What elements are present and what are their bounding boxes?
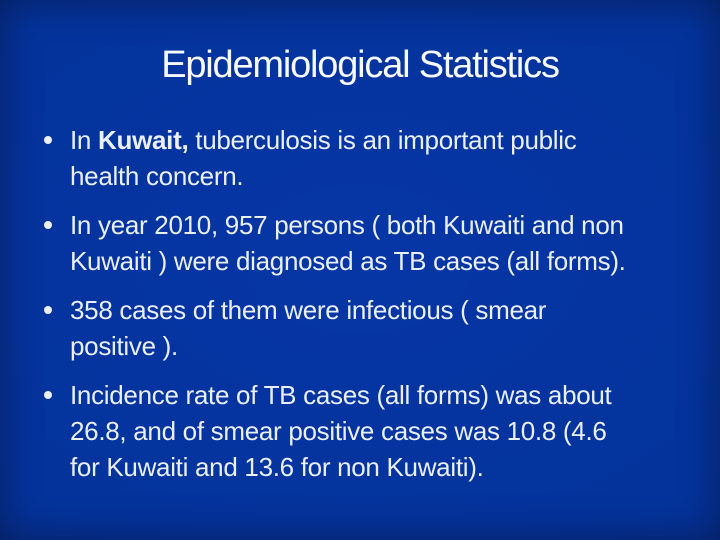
text-run: Incidence rate of TB cases (all forms) w… bbox=[70, 379, 612, 482]
bullet-text: 358 cases of them were infectious ( smea… bbox=[70, 292, 546, 364]
bullet-list: In Kuwait, tuberculosis is an important … bbox=[0, 88, 720, 485]
bullet-text: Incidence rate of TB cases (all forms) w… bbox=[70, 377, 612, 485]
text-run: In bbox=[70, 124, 99, 155]
text-run: tuberculosis is an important public heal… bbox=[70, 124, 577, 191]
slide-title: Epidemiological Statistics bbox=[161, 44, 560, 86]
bullet-icon bbox=[44, 135, 52, 144]
text-run: In year 2010, 957 persons ( both Kuwaiti… bbox=[70, 209, 626, 276]
list-item: In year 2010, 957 persons ( both Kuwaiti… bbox=[44, 207, 684, 279]
list-item: 358 cases of them were infectious ( smea… bbox=[44, 292, 684, 364]
bullet-text: In Kuwait, tuberculosis is an important … bbox=[70, 122, 577, 194]
list-item: In Kuwait, tuberculosis is an important … bbox=[44, 122, 684, 194]
list-item: Incidence rate of TB cases (all forms) w… bbox=[44, 377, 684, 485]
text-run: 358 cases of them were infectious ( smea… bbox=[70, 294, 547, 361]
bullet-icon bbox=[44, 220, 52, 229]
bullet-icon bbox=[44, 390, 52, 399]
bullet-text: In year 2010, 957 persons ( both Kuwaiti… bbox=[70, 207, 626, 279]
bold-text-run: Kuwait, bbox=[98, 124, 189, 155]
bullet-icon bbox=[44, 305, 52, 314]
